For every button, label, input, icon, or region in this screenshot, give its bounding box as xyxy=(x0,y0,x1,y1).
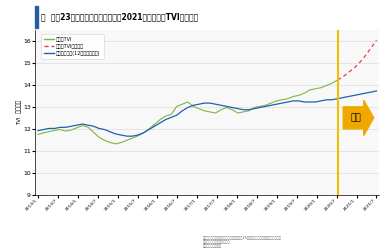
Text: 図  東京23区の需給ギャップ推移と2021年の空室率TVI推移予測: 図 東京23区の需給ギャップ推移と2021年の空室率TVI推移予測 xyxy=(41,12,199,21)
Text: 出所：国勢調査、住宅基本台帳月報、平成25年度住宅・土地統計調査（総務省）
住宅着工統計（国土交通省）
分析：株式会社タス: 出所：国勢調査、住宅基本台帳月報、平成25年度住宅・土地統計調査（総務省） 住宅… xyxy=(203,236,282,249)
Bar xyxy=(35,6,38,28)
Y-axis label: TVI  ポイント: TVI ポイント xyxy=(16,100,22,125)
Text: 予測: 予測 xyxy=(351,113,361,122)
Legend: 空室率TVI, 空室率TVI推移予測, 需給ギャップ(12か月移動平均): 空室率TVI, 空室率TVI推移予測, 需給ギャップ(12か月移動平均) xyxy=(41,34,104,58)
FancyArrow shape xyxy=(343,100,374,136)
